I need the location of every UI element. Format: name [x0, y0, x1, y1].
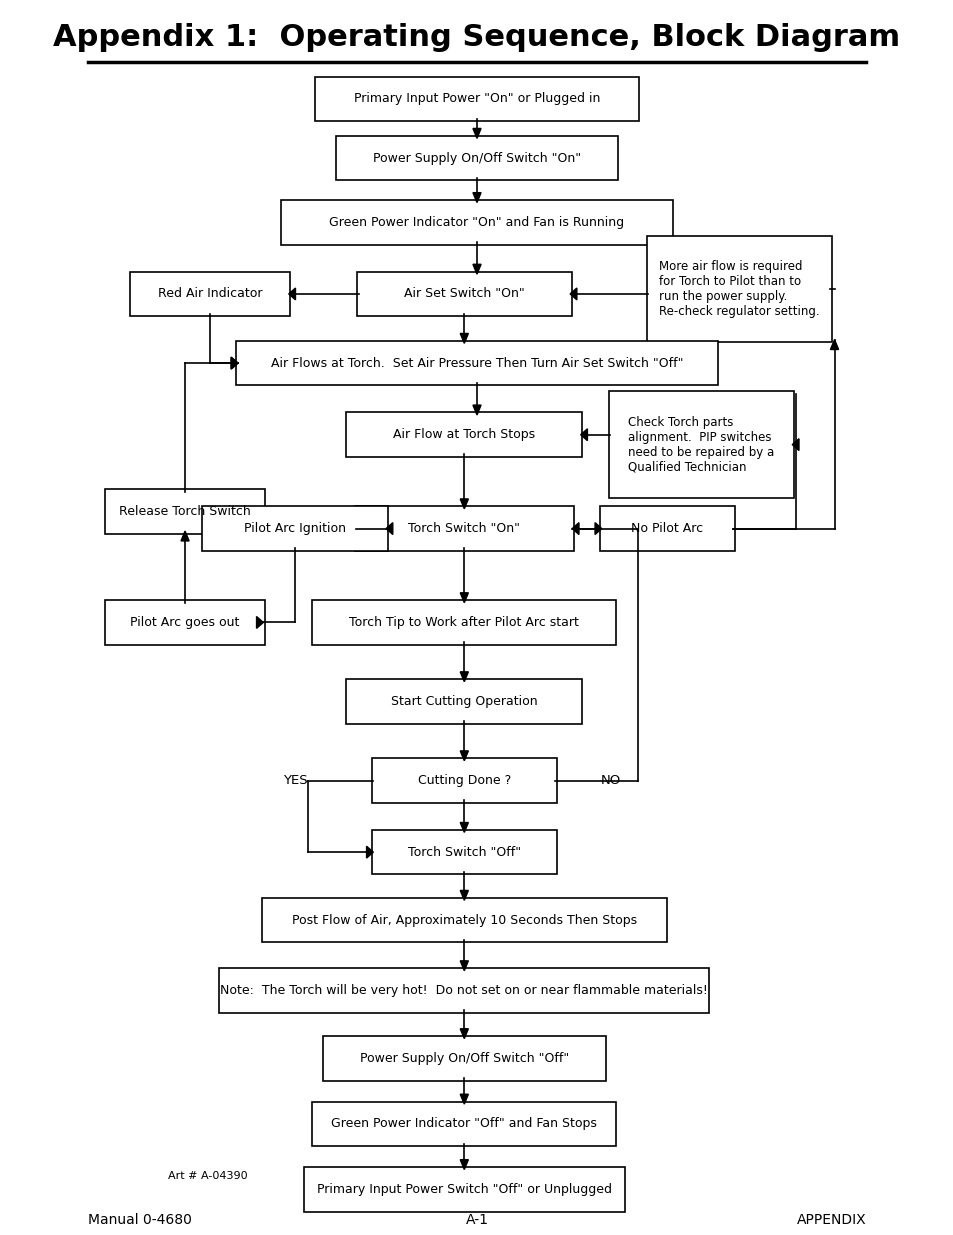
Polygon shape: [791, 438, 799, 451]
Text: Torch Tip to Work after Pilot Arc start: Torch Tip to Work after Pilot Arc start: [349, 616, 578, 629]
Text: Air Set Switch "On": Air Set Switch "On": [403, 288, 524, 300]
Text: Start Cutting Operation: Start Cutting Operation: [391, 695, 537, 708]
Text: A-1: A-1: [465, 1213, 488, 1228]
Text: Appendix 1:  Operating Sequence, Block Diagram: Appendix 1: Operating Sequence, Block Di…: [53, 22, 900, 52]
Text: Note:  The Torch will be very hot!  Do not set on or near flammable materials!: Note: The Torch will be very hot! Do not…: [220, 984, 707, 997]
Polygon shape: [256, 616, 263, 629]
FancyBboxPatch shape: [346, 679, 581, 724]
Text: Manual 0-4680: Manual 0-4680: [88, 1213, 192, 1228]
Text: Pilot Arc goes out: Pilot Arc goes out: [131, 616, 239, 629]
Text: NO: NO: [600, 774, 620, 787]
Text: Green Power Indicator "On" and Fan is Running: Green Power Indicator "On" and Fan is Ru…: [329, 216, 624, 228]
Polygon shape: [459, 751, 468, 761]
Polygon shape: [570, 288, 577, 300]
FancyBboxPatch shape: [323, 1036, 605, 1081]
FancyBboxPatch shape: [202, 506, 387, 551]
Text: Primary Input Power Switch "Off" or Unplugged: Primary Input Power Switch "Off" or Unpl…: [316, 1183, 611, 1195]
Polygon shape: [459, 333, 468, 343]
Text: Red Air Indicator: Red Air Indicator: [158, 288, 262, 300]
FancyBboxPatch shape: [280, 200, 673, 245]
FancyBboxPatch shape: [608, 391, 793, 498]
Text: YES: YES: [282, 774, 307, 787]
FancyBboxPatch shape: [372, 830, 557, 874]
Polygon shape: [473, 264, 480, 274]
Text: Air Flow at Torch Stops: Air Flow at Torch Stops: [393, 429, 535, 441]
FancyBboxPatch shape: [314, 77, 639, 121]
Polygon shape: [572, 522, 578, 535]
Polygon shape: [366, 846, 373, 858]
Text: Primary Input Power "On" or Plugged in: Primary Input Power "On" or Plugged in: [354, 93, 599, 105]
Polygon shape: [386, 522, 393, 535]
Polygon shape: [181, 531, 189, 541]
FancyBboxPatch shape: [346, 412, 581, 457]
Text: Torch Switch "On": Torch Switch "On": [408, 522, 519, 535]
Text: More air flow is required
for Torch to Pilot than to
run the power supply.
Re-ch: More air flow is required for Torch to P…: [659, 261, 819, 317]
FancyBboxPatch shape: [356, 272, 571, 316]
Polygon shape: [473, 128, 480, 138]
FancyBboxPatch shape: [105, 489, 265, 534]
Text: Power Supply On/Off Switch "Off": Power Supply On/Off Switch "Off": [359, 1052, 568, 1065]
Polygon shape: [580, 429, 587, 441]
Text: Release Torch Switch: Release Torch Switch: [119, 505, 251, 517]
Polygon shape: [459, 499, 468, 509]
Text: Power Supply On/Off Switch "On": Power Supply On/Off Switch "On": [373, 152, 580, 164]
FancyBboxPatch shape: [105, 600, 265, 645]
Polygon shape: [459, 593, 468, 603]
FancyBboxPatch shape: [131, 272, 290, 316]
FancyBboxPatch shape: [312, 1102, 616, 1146]
FancyBboxPatch shape: [236, 341, 717, 385]
Text: Cutting Done ?: Cutting Done ?: [417, 774, 511, 787]
FancyBboxPatch shape: [372, 758, 557, 803]
Polygon shape: [459, 672, 468, 682]
Polygon shape: [231, 357, 237, 369]
Polygon shape: [459, 1029, 468, 1039]
FancyBboxPatch shape: [335, 136, 618, 180]
FancyBboxPatch shape: [646, 236, 831, 342]
FancyBboxPatch shape: [312, 600, 616, 645]
Polygon shape: [830, 340, 838, 350]
FancyBboxPatch shape: [304, 1167, 624, 1212]
Polygon shape: [459, 1094, 468, 1104]
FancyBboxPatch shape: [261, 898, 666, 942]
Polygon shape: [473, 405, 480, 415]
FancyBboxPatch shape: [599, 506, 734, 551]
Text: Torch Switch "Off": Torch Switch "Off": [407, 846, 520, 858]
Polygon shape: [459, 890, 468, 900]
Polygon shape: [289, 288, 295, 300]
Polygon shape: [459, 1160, 468, 1170]
FancyBboxPatch shape: [355, 506, 574, 551]
Text: Air Flows at Torch.  Set Air Pressure Then Turn Air Set Switch "Off": Air Flows at Torch. Set Air Pressure The…: [271, 357, 682, 369]
Text: Post Flow of Air, Approximately 10 Seconds Then Stops: Post Flow of Air, Approximately 10 Secon…: [292, 914, 637, 926]
Polygon shape: [459, 823, 468, 832]
Text: APPENDIX: APPENDIX: [796, 1213, 865, 1228]
Text: Check Torch parts
alignment.  PIP switches
need to be repaired by a
Qualified Te: Check Torch parts alignment. PIP switche…: [627, 416, 774, 473]
Text: Art # A-04390: Art # A-04390: [168, 1171, 248, 1181]
Text: No Pilot Arc: No Pilot Arc: [631, 522, 702, 535]
Text: Green Power Indicator "Off" and Fan Stops: Green Power Indicator "Off" and Fan Stop…: [331, 1118, 597, 1130]
Text: Pilot Arc Ignition: Pilot Arc Ignition: [244, 522, 346, 535]
Polygon shape: [231, 357, 237, 369]
Polygon shape: [459, 961, 468, 971]
Polygon shape: [595, 522, 601, 535]
Polygon shape: [473, 193, 480, 203]
FancyBboxPatch shape: [219, 968, 708, 1013]
